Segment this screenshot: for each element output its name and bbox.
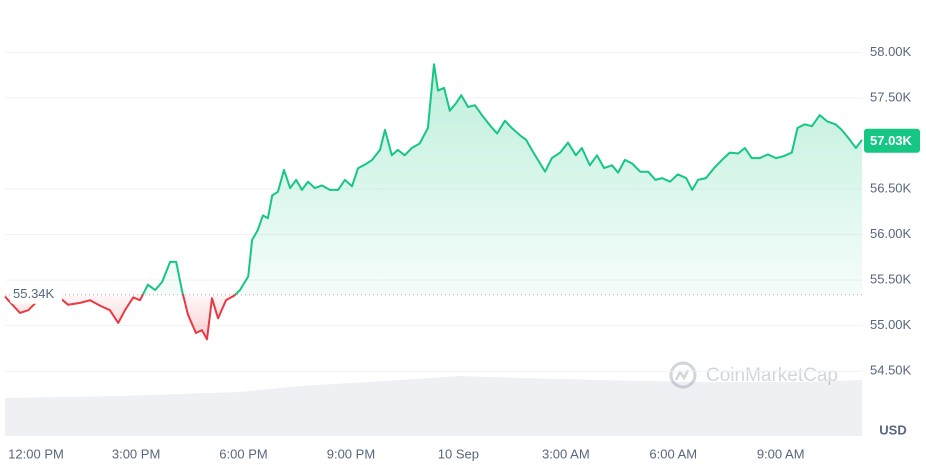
unit-label: USD — [879, 422, 906, 437]
x-tick-label: 6:00 PM — [219, 446, 267, 461]
x-tick-label: 9:00 PM — [327, 446, 375, 461]
price-line — [4, 63, 863, 341]
x-tick-label: 10 Sep — [438, 446, 479, 461]
price-area — [5, 64, 862, 340]
y-tick-label: 56.50K — [870, 180, 912, 195]
watermark: CoinMarketCap — [669, 361, 838, 389]
x-tick-label: 3:00 PM — [112, 446, 160, 461]
x-tick-label: 12:00 PM — [8, 446, 64, 461]
y-tick-label: 57.50K — [870, 89, 912, 104]
y-tick-label: 54.50K — [870, 363, 912, 378]
x-tick-label: 6:00 AM — [649, 446, 697, 461]
volume-area — [5, 376, 862, 436]
y-tick-label: 58.00K — [870, 44, 912, 59]
last-price-badge — [864, 128, 920, 153]
y-tick-label: 56.00K — [870, 226, 912, 241]
baseline-label: 55.34K — [13, 286, 55, 301]
y-tick-label: 55.00K — [870, 317, 912, 332]
last-price-label: 57.03K — [870, 133, 913, 148]
y-tick-label: 55.50K — [870, 272, 912, 287]
x-tick-label: 3:00 AM — [542, 446, 590, 461]
x-tick-label: 9:00 AM — [757, 446, 805, 461]
watermark-text: CoinMarketCap — [706, 365, 838, 386]
baseline-label-bg — [10, 285, 62, 304]
